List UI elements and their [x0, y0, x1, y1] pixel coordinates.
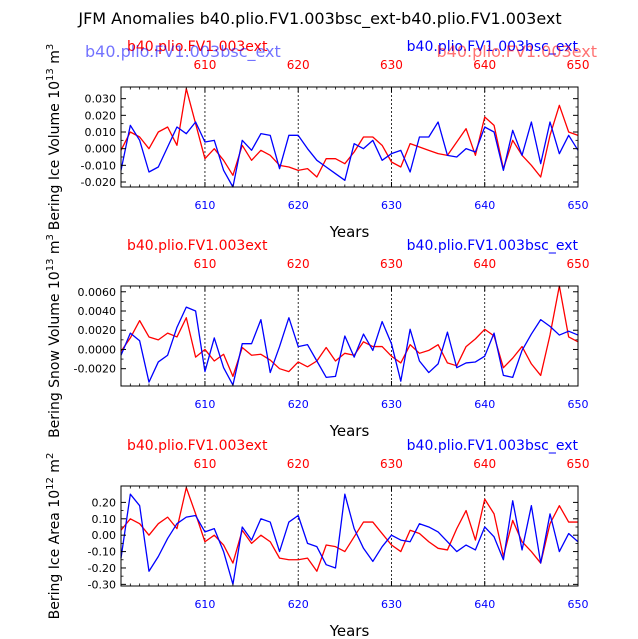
series-label-bsc-ext: b40.plio.FV1.003bsc_ext — [407, 438, 579, 454]
x-tick-label-bottom: 650 — [568, 598, 589, 611]
y-tick-label: -0.0020 — [74, 363, 116, 376]
y-axis-label: Bering Ice Volume 1013 m3 — [45, 44, 63, 231]
plot-frame — [120, 485, 579, 587]
y-axis-label-exponent: 13 — [45, 259, 56, 272]
y-tick-label: 0.000 — [85, 143, 117, 156]
x-tick-label-bottom: 650 — [568, 199, 589, 212]
x-tick-label-bottom: 610 — [194, 398, 215, 411]
x-tick-label-bottom: 620 — [288, 199, 309, 212]
x-tick-label-top: 650 — [567, 257, 590, 271]
plot-frame — [120, 285, 579, 387]
y-tick-label: 0.0000 — [78, 343, 117, 356]
x-tick-label-bottom: 650 — [568, 398, 589, 411]
x-tick-label-bottom: 630 — [381, 398, 402, 411]
figure-title: JFM Anomalies b40.plio.FV1.003bsc_ext-b4… — [77, 9, 561, 29]
chart-panel-1: 610 610 620 620 630 630 640 640 650 650 0.030 0.020… — [45, 39, 597, 241]
y-tick-label: -0.010 — [81, 159, 116, 172]
x-tick-label-top: 640 — [473, 457, 496, 471]
x-tick-label-bottom: 640 — [474, 598, 495, 611]
series-line-bsc-ext — [120, 493, 579, 586]
y-tick-label: 0.0060 — [78, 286, 117, 299]
x-tick-label-top: 620 — [287, 257, 310, 271]
y-axis-label-unit: m — [47, 50, 63, 68]
series-line-bsc-ext — [120, 306, 579, 386]
y-axis-label: Bering Snow Volume 1013 m3 — [45, 234, 63, 438]
x-tick-label-top: 650 — [567, 58, 590, 72]
x-tick-label-top: 620 — [287, 457, 310, 471]
series-label-ext: b40.plio.FV1.003ext — [127, 238, 268, 254]
y-tick-label: 0.20 — [92, 496, 117, 509]
x-tick-label-bottom: 640 — [474, 398, 495, 411]
y-tick-label: 0.030 — [85, 93, 117, 106]
plot-frame — [120, 86, 579, 188]
x-tick-label-bottom: 640 — [474, 199, 495, 212]
y-tick-label: -0.020 — [81, 176, 116, 189]
chart-panel-3: 610 610 620 620 630 630 640 640 650 650 0.20 0.10 0.… — [45, 438, 589, 639]
y-tick-label: 0.00 — [92, 529, 117, 542]
x-tick-label-bottom: 620 — [288, 398, 309, 411]
y-axis-label-unit-exponent: 3 — [45, 234, 56, 240]
y-axis-label-unit-exponent: 2 — [45, 453, 56, 459]
y-axis-label: Bering Ice Area 1012 m2 — [45, 453, 63, 620]
y-tick-label: 0.010 — [85, 126, 117, 139]
series-label-bsc-ext: b40.plio.FV1.003bsc_ext — [407, 39, 579, 55]
y-axis-label-unit: m — [47, 240, 63, 258]
x-tick-label-bottom: 630 — [381, 199, 402, 212]
series-label-ext: b40.plio.FV1.003ext — [127, 438, 268, 454]
x-tick-label-top: 610 — [193, 457, 216, 471]
series-label-ext: b40.plio.FV1.003ext — [127, 39, 268, 55]
y-axis-label-text: Bering Ice Volume 10 — [47, 81, 63, 230]
x-tick-label-bottom: 630 — [381, 598, 402, 611]
y-tick-label: 0.10 — [92, 513, 117, 526]
y-tick-label: 0.0040 — [78, 305, 117, 318]
series-line-ext — [120, 285, 579, 378]
x-tick-label-bottom: 620 — [288, 598, 309, 611]
series-label-bsc-ext: b40.plio.FV1.003bsc_ext — [407, 238, 579, 254]
y-tick-label: -0.20 — [88, 562, 116, 575]
x-tick-label-top: 650 — [567, 457, 590, 471]
x-axis-label: Years — [329, 223, 370, 241]
chart-panel-2: 610 610 620 620 630 630 640 640 650 650 0.0060 0.00… — [45, 234, 589, 440]
ghost-label-bsc-ext: b40.plio.FV1.003bsc_ext — [85, 42, 281, 62]
series-line-ext — [120, 486, 578, 572]
x-tick-label-top: 610 — [193, 58, 216, 72]
y-axis-label-unit: m — [47, 459, 63, 477]
y-axis-label-exponent: 12 — [45, 477, 56, 490]
y-tick-label: 0.0020 — [78, 324, 117, 337]
x-axis-label: Years — [329, 422, 370, 440]
x-tick-label-top: 610 — [193, 257, 216, 271]
y-axis-label-exponent: 13 — [45, 68, 56, 81]
y-axis-label-text: Bering Snow Volume 10 — [47, 271, 63, 438]
ghost-label-ext: b40.plio.FV1.003ext — [437, 42, 598, 61]
series-line-bsc-ext — [120, 121, 579, 188]
x-tick-label-top: 630 — [380, 257, 403, 271]
x-tick-label-bottom: 610 — [194, 199, 215, 212]
y-tick-label: 0.020 — [85, 109, 117, 122]
y-axis-label-text: Bering Ice Area 10 — [47, 490, 63, 619]
y-tick-label: -0.30 — [88, 578, 116, 591]
x-tick-label-bottom: 610 — [194, 598, 215, 611]
x-tick-label-top: 640 — [473, 58, 496, 72]
x-tick-label-top: 620 — [287, 58, 310, 72]
y-tick-label: -0.10 — [88, 546, 116, 559]
y-axis-label-unit-exponent: 3 — [45, 44, 56, 50]
x-tick-label-top: 640 — [473, 257, 496, 271]
x-tick-label-top: 630 — [380, 457, 403, 471]
x-axis-label: Years — [329, 622, 370, 639]
x-tick-label-top: 630 — [380, 58, 403, 72]
